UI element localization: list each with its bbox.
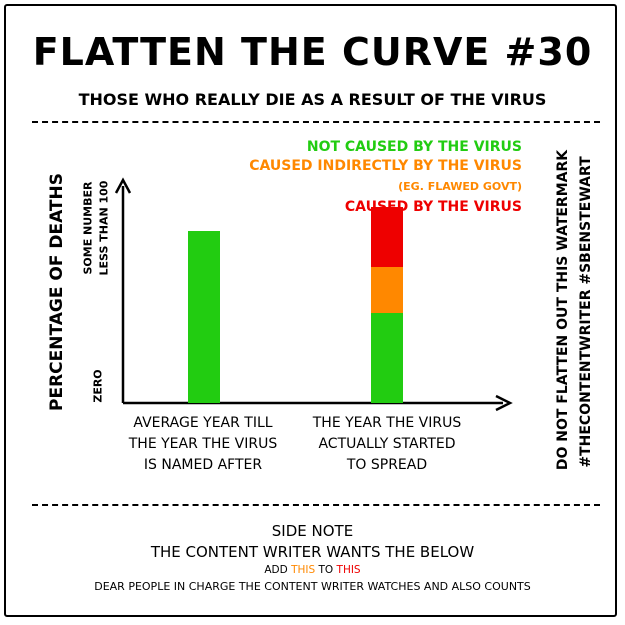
legend-indirect-example: (EG. FLAWED GOVT) [398, 180, 522, 193]
top-divider [32, 121, 600, 123]
x-category-2: THE YEAR THE VIRUS ACTUALLY STARTED TO S… [313, 413, 461, 476]
chart-bars [188, 207, 403, 403]
page-subtitle: THOSE WHO REALLY DIE AS A RESULT OF THE … [78, 90, 547, 109]
comic-frame [4, 4, 617, 617]
bar-segment-2-2 [371, 267, 403, 313]
add-prefix: ADD [264, 564, 288, 576]
x-category-1-line3: IS NAMED AFTER [143, 457, 263, 473]
x-category-1-line2: THE YEAR THE VIRUS [128, 436, 278, 452]
x-category-2-line3: TO SPREAD [346, 457, 428, 473]
side-note-dear: DEAR PEOPLE IN CHARGE THE CONTENT WRITER… [94, 580, 531, 593]
x-category-1-line1: AVERAGE YEAR TILL [133, 415, 273, 431]
side-note-wants: THE CONTENT WRITER WANTS THE BELOW [150, 543, 475, 561]
bottom-divider [32, 504, 600, 506]
x-category-2-line1: THE YEAR THE VIRUS [312, 415, 462, 431]
bar-segment-1-1 [188, 231, 220, 403]
side-note-heading: SIDE NOTE [271, 522, 354, 540]
x-category-2-line2: ACTUALLY STARTED [318, 436, 456, 452]
bar-segment-2-1 [371, 313, 403, 403]
add-this-orange: THIS [291, 564, 316, 576]
page-title: FLATTEN THE CURVE #30 [32, 30, 593, 74]
x-category-1: AVERAGE YEAR TILL THE YEAR THE VIRUS IS … [129, 413, 277, 476]
y-axis-arrow [114, 177, 132, 194]
x-axis-arrow [495, 394, 513, 412]
add-to: TO [318, 564, 334, 576]
legend-not-caused: NOT CAUSED BY THE VIRUS [306, 139, 522, 155]
bar-segment-2-3 [371, 207, 403, 267]
legend-indirect: CAUSED INDIRECTLY BY THE VIRUS [249, 158, 522, 174]
add-this-red: THIS [336, 564, 361, 576]
side-note-add: ADD THIS TO THIS [0, 564, 625, 576]
chart-axes [114, 177, 513, 412]
